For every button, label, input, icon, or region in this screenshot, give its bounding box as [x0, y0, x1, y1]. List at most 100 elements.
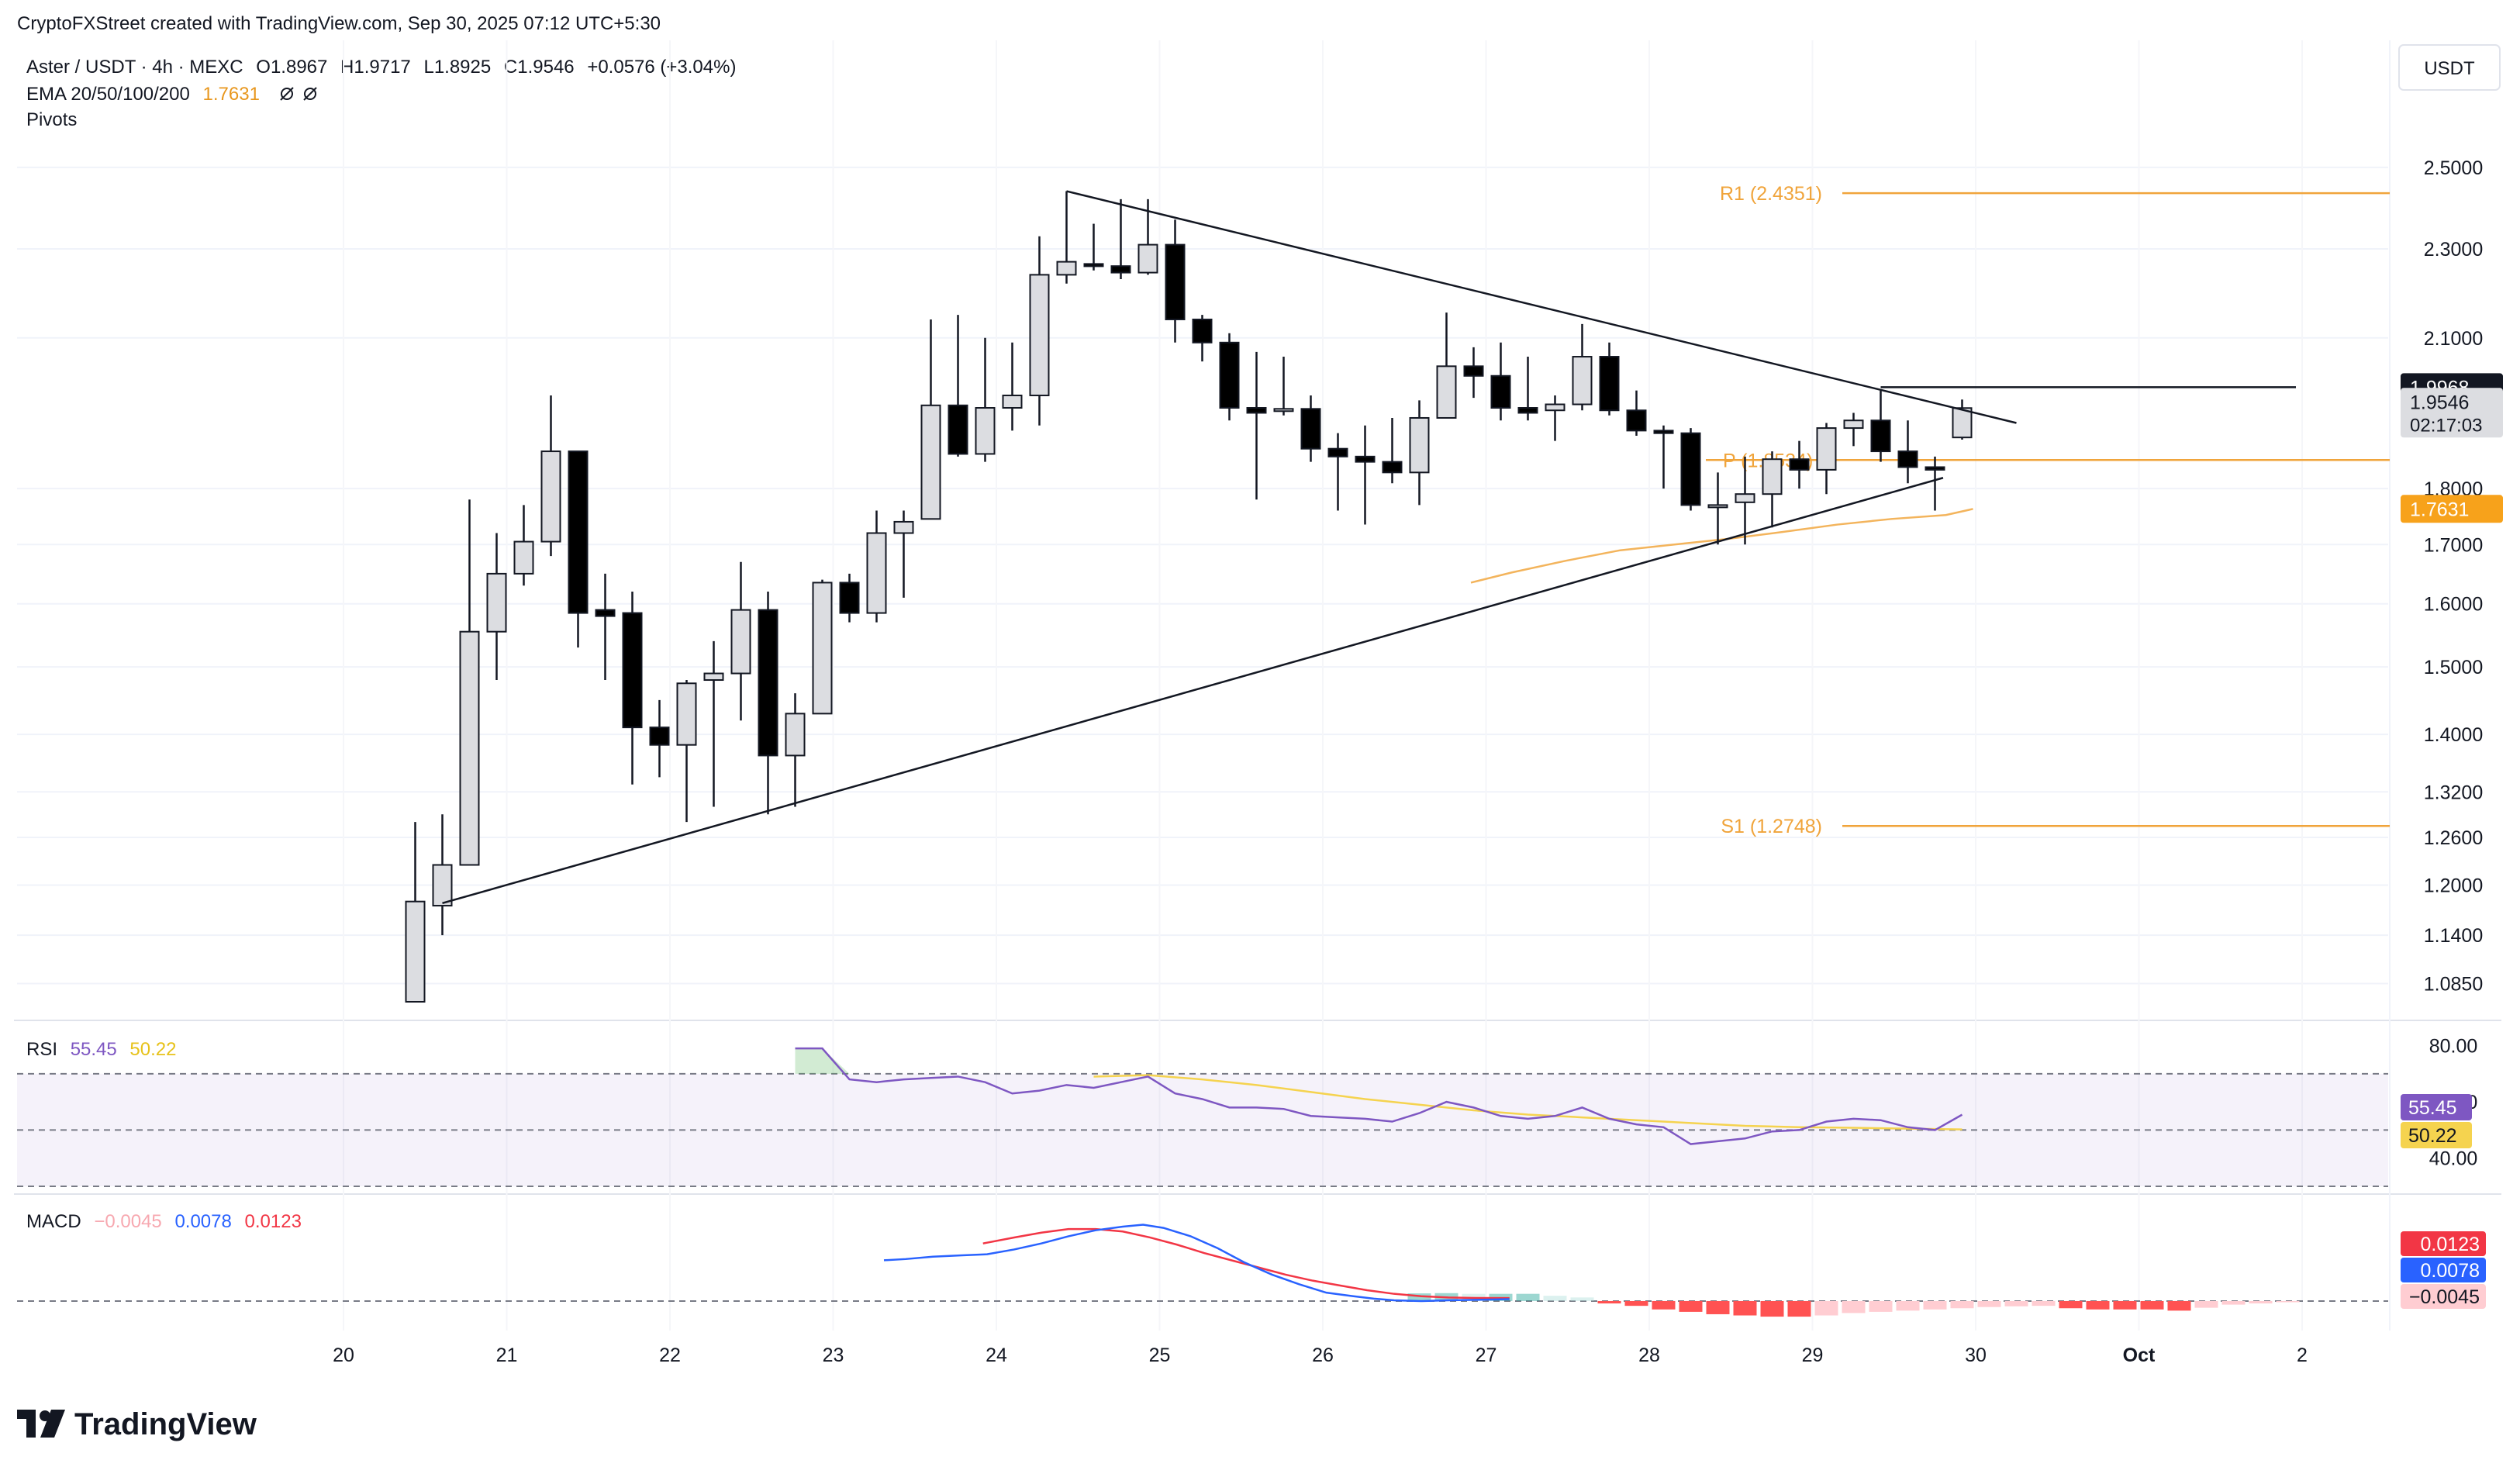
- candle-body: [1436, 365, 1457, 419]
- macd-legend[interactable]: MACD −0.0045 0.0078 0.0123: [26, 1211, 302, 1232]
- candle-body: [1517, 407, 1538, 414]
- candle: [1762, 451, 1783, 528]
- candle-body: [1952, 407, 1973, 439]
- rsi-value-box: [2401, 1122, 2472, 1148]
- macd-hist-bar: [1597, 1300, 1621, 1304]
- candle: [649, 699, 670, 778]
- candle-body: [1762, 458, 1783, 495]
- change-value: +0.0576 (+3.04%): [587, 57, 736, 78]
- candle-body: [1599, 356, 1620, 412]
- price-tick-label: 1.2000: [2424, 875, 2483, 896]
- tradingview-logo[interactable]: TradingView: [17, 1407, 257, 1441]
- candle-body: [812, 582, 833, 715]
- svg-text:MACD −0.0045 0.007: MACD −0.0045 0.0078 0.0123: [26, 1211, 302, 1232]
- candles: [405, 191, 1973, 1003]
- rsi-legend[interactable]: RSI 55.45 50.22: [26, 1039, 176, 1060]
- currency-label: USDT: [2424, 58, 2475, 79]
- lower-trendline[interactable]: [442, 477, 1944, 905]
- price-tick-label: 1.4000: [2424, 724, 2483, 746]
- candle: [1083, 223, 1104, 271]
- candle-body: [1002, 394, 1023, 409]
- upper-trendline[interactable]: [1066, 190, 2017, 424]
- close-label: C: [504, 57, 517, 78]
- macd-hist-bar: [2167, 1300, 2191, 1311]
- candle: [513, 505, 534, 586]
- open-label: O: [256, 57, 271, 78]
- candle-body: [1735, 493, 1755, 503]
- price-tick-label: 1.5000: [2424, 657, 2483, 678]
- candle-body: [1192, 318, 1213, 343]
- candle-body: [1327, 447, 1348, 457]
- rsi-value-text: 55.45: [2408, 1097, 2457, 1119]
- macd-hist-bar: [1814, 1300, 1838, 1316]
- candle-body: [1680, 432, 1701, 506]
- macd-hist-bar: [2004, 1300, 2028, 1306]
- candle: [1246, 351, 1267, 500]
- candle-body: [1165, 243, 1186, 320]
- candle: [1382, 417, 1403, 484]
- high-value: 1.9717: [354, 57, 410, 78]
- time-tick-label: 29: [1802, 1344, 1824, 1366]
- candle-body: [676, 682, 697, 746]
- rsi-ma-line: [1093, 1074, 1962, 1130]
- high-label: H: [340, 57, 354, 78]
- candle-body: [1300, 408, 1321, 450]
- candle-body: [1110, 265, 1131, 274]
- macd-hist-bar: [1407, 1293, 1431, 1301]
- macd-value-box: [2401, 1258, 2486, 1282]
- rsi-ma-legend-value: 50.22: [129, 1039, 176, 1060]
- time-tick-label: 2: [2297, 1344, 2308, 1366]
- candle-body: [622, 612, 643, 729]
- time-tick-label: 20: [333, 1344, 354, 1366]
- time-tick-label: 22: [659, 1344, 681, 1366]
- ema-hidden-icon[interactable]: [280, 87, 294, 101]
- candle: [676, 680, 697, 823]
- macd-hist-bar: [1516, 1293, 1540, 1301]
- symbol-label: Aster / USDT · 4h · MEXC: [26, 57, 243, 78]
- macd-signal-line: [982, 1227, 1510, 1300]
- candle-body: [1626, 409, 1647, 432]
- candle-body: [459, 630, 480, 866]
- macd-hist-bar: [1896, 1300, 1920, 1311]
- macd-legend-value: 0.0078: [174, 1211, 231, 1232]
- candle: [1952, 399, 1973, 440]
- candle: [1273, 357, 1294, 416]
- time-tick-label: 28: [1638, 1344, 1660, 1366]
- macd-value-text: −0.0045: [2409, 1286, 2480, 1308]
- candle-body: [1816, 427, 1837, 471]
- macd-value-box: [2401, 1231, 2486, 1256]
- candle-body: [1382, 461, 1403, 474]
- trendlines[interactable]: [442, 190, 2297, 905]
- macd-hist-bar: [1842, 1300, 1866, 1313]
- pivots-legend[interactable]: Pivots: [26, 109, 77, 130]
- candle-body: [1897, 450, 1918, 468]
- open-value: 1.8967: [271, 57, 327, 78]
- svg-text:RSI 55.45 50.22: RSI 55.45 50.22: [26, 1039, 176, 1060]
- ema-hidden-icon[interactable]: [303, 87, 317, 101]
- ema-legend[interactable]: EMA 20/50/100/200 1.7631: [26, 84, 260, 105]
- candle-body: [1490, 375, 1511, 409]
- rsi-tick-label: 80.00: [2429, 1036, 2478, 1058]
- price-label-box: [2401, 495, 2503, 523]
- candle-body: [1843, 419, 1864, 430]
- macd-hist-bar: [2059, 1300, 2083, 1309]
- symbol-line: Aster / USDT · 4h · MEXC O1.8967 H1.9717…: [26, 57, 736, 78]
- macd-value-box: [2401, 1284, 2486, 1309]
- price-axis[interactable]: 2.50002.30002.10001.80001.70001.60001.50…: [2424, 157, 2483, 996]
- candle-body: [595, 609, 616, 617]
- candle: [1897, 420, 1918, 484]
- time-tick-label: 30: [1965, 1344, 1987, 1366]
- candle: [540, 395, 561, 557]
- candle-body: [568, 450, 589, 614]
- macd-line: [883, 1224, 1510, 1303]
- rsi-tick-label: 40.00: [2429, 1148, 2478, 1170]
- candle-body: [839, 582, 860, 614]
- currency-box[interactable]: [2398, 44, 2501, 91]
- low-value: 1.8925: [434, 57, 491, 78]
- candle-body: [1545, 403, 1566, 412]
- time-tick-label: 21: [496, 1344, 518, 1366]
- candle-body: [948, 404, 968, 455]
- time-axis[interactable]: 20 21 22 23 24 25 26 27 28 29 30 Oct 2: [333, 1344, 2308, 1366]
- rsi-overbought-fill: [795, 1048, 850, 1074]
